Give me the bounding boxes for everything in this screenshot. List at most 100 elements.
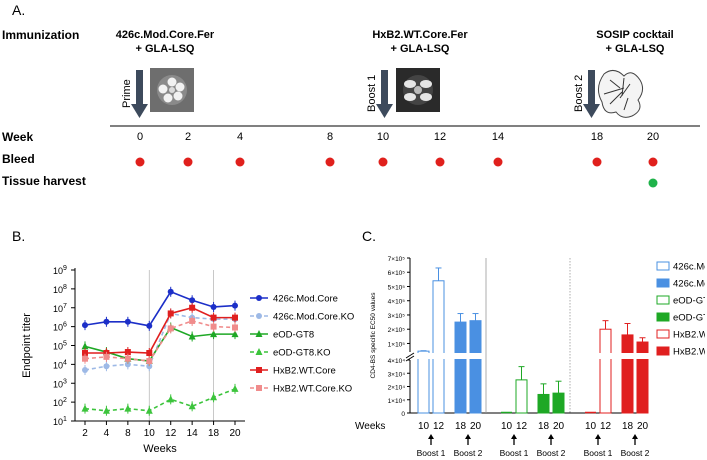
x-axis-label: Weeks xyxy=(355,421,385,432)
data-point xyxy=(189,304,196,311)
legend-label: HxB2.WT.Core.KO xyxy=(273,384,352,395)
immunization-row-label: Immunization xyxy=(2,28,80,42)
bar-group-HxB2.WT.Core xyxy=(585,320,649,414)
x-tick-label: 12 xyxy=(165,428,177,439)
boost-label: Boost 2 xyxy=(537,448,566,458)
data-point xyxy=(124,318,131,325)
legend-label: eOD-GT8 xyxy=(673,313,705,324)
x-tick-label: 2 xyxy=(82,428,88,439)
data-point xyxy=(256,367,262,373)
data-point xyxy=(256,385,262,391)
tissue-harvest-row-label: Tissue harvest xyxy=(2,174,86,188)
y-tick-label: 4×10⁴ xyxy=(388,358,406,365)
legend-swatch xyxy=(656,312,670,322)
data-point xyxy=(188,332,196,340)
boost-label: Boost 1 xyxy=(417,448,446,458)
legend-label: 426c.Mod.Core.KO xyxy=(273,312,354,323)
bar xyxy=(599,328,612,414)
data-point xyxy=(82,350,88,357)
series-line xyxy=(84,320,236,362)
data-point xyxy=(146,322,153,329)
data-point xyxy=(255,330,263,337)
y-tick-label: 5×10⁵ xyxy=(388,284,406,291)
bar-break-gap xyxy=(599,353,612,359)
boost-arrow-head-icon xyxy=(428,434,434,439)
data-point xyxy=(255,348,263,355)
boost1-arrow-label: Boost 1 xyxy=(366,75,378,112)
y-tick-label: 101 xyxy=(53,416,67,427)
y-axis-label: Endpoint titer xyxy=(21,313,33,378)
data-point xyxy=(167,395,175,403)
panel-c-label: C. xyxy=(362,228,376,244)
x-tick-label: 18 xyxy=(208,428,220,439)
y-tick-label: 105 xyxy=(53,341,67,352)
panel-a-label: A. xyxy=(12,2,26,18)
data-point xyxy=(167,325,174,332)
week-label: 10 xyxy=(376,131,390,143)
data-point xyxy=(256,313,262,319)
data-point xyxy=(231,330,239,338)
y-tick-label: 6×10⁵ xyxy=(388,270,406,277)
panel-b-label: B. xyxy=(12,228,26,244)
week-tick-label: 18 xyxy=(538,421,550,432)
legend-swatch xyxy=(656,278,670,288)
bar-break-gap xyxy=(454,353,467,359)
week-row-label: Week xyxy=(2,130,34,144)
boost2-arrow-label: Boost 2 xyxy=(573,75,585,112)
immunogen-prime-adjuvant: + GLA-LSQ xyxy=(135,43,195,55)
bar xyxy=(417,350,430,414)
bar-group-eOD-GT8 xyxy=(501,366,565,414)
series-426c.Mod.Core xyxy=(82,286,238,331)
x-tick-label: 20 xyxy=(229,428,241,439)
data-point xyxy=(82,367,88,374)
y-tick-label: 4×10⁵ xyxy=(388,299,406,306)
y-tick-label: 1×10⁴ xyxy=(388,398,406,405)
y-tick-label: 2×10⁵ xyxy=(388,327,406,334)
immunogen-boost1-name: HxB2.WT.Core.Fer xyxy=(372,29,468,41)
data-point xyxy=(145,406,153,414)
data-point xyxy=(210,303,217,310)
bleed-dot xyxy=(135,157,145,167)
data-point xyxy=(210,330,218,338)
data-point xyxy=(124,361,131,368)
bar xyxy=(432,280,445,414)
week-label: 12 xyxy=(433,131,447,143)
data-point xyxy=(124,355,131,362)
legend-swatch xyxy=(656,295,670,305)
y-tick-label: 106 xyxy=(53,322,67,333)
data-point xyxy=(103,363,110,370)
series-line xyxy=(84,290,236,327)
data-point xyxy=(210,323,217,330)
data-point xyxy=(124,404,132,412)
panel-b-line-chart: 101 102 103 104 105 106 107 108 109 2 4 8 10 12 14 18 20… xyxy=(21,265,354,455)
bar-break-gap xyxy=(417,353,430,359)
week-tick-label: 10 xyxy=(585,421,597,432)
y-tick-label: 2×10⁴ xyxy=(388,385,406,392)
data-point xyxy=(232,314,238,321)
tissue-harvest-dot xyxy=(648,178,658,188)
data-point xyxy=(210,314,217,321)
legend-label: eOD-GT8 xyxy=(273,330,314,341)
data-point xyxy=(232,324,238,331)
legend-label: 426c.Mod.Core xyxy=(673,262,705,273)
data-point xyxy=(146,358,153,365)
data-point xyxy=(188,402,196,410)
immunogen-boost2-name: SOSIP cocktail xyxy=(596,29,674,41)
tissue-dots xyxy=(648,178,658,188)
immunogen-boost1: HxB2.WT.Core.Fer + GLA-LSQ xyxy=(350,28,490,56)
bleed-dots xyxy=(135,157,658,167)
week-label: 18 xyxy=(590,131,604,143)
legend-label: 426c.Mod.Core xyxy=(673,279,705,290)
legend-label: 426c.Mod.Core xyxy=(273,294,338,305)
boost-label: Boost 2 xyxy=(621,448,650,458)
bleed-dot xyxy=(435,157,445,167)
boost-label: Boost 1 xyxy=(584,448,613,458)
axis-break-mark xyxy=(405,352,415,359)
immunogen-prime: 426c.Mod.Core.Fer + GLA-LSQ xyxy=(95,28,235,56)
prime-arrow-icon xyxy=(131,70,148,118)
timeline-svg: Prime Boost 1 Boost 2 xyxy=(110,68,700,188)
bar xyxy=(552,392,565,414)
bar xyxy=(469,320,482,414)
series-eOD-GT8.KO xyxy=(81,383,239,416)
legend-label: eOD-GT8 xyxy=(673,296,705,307)
